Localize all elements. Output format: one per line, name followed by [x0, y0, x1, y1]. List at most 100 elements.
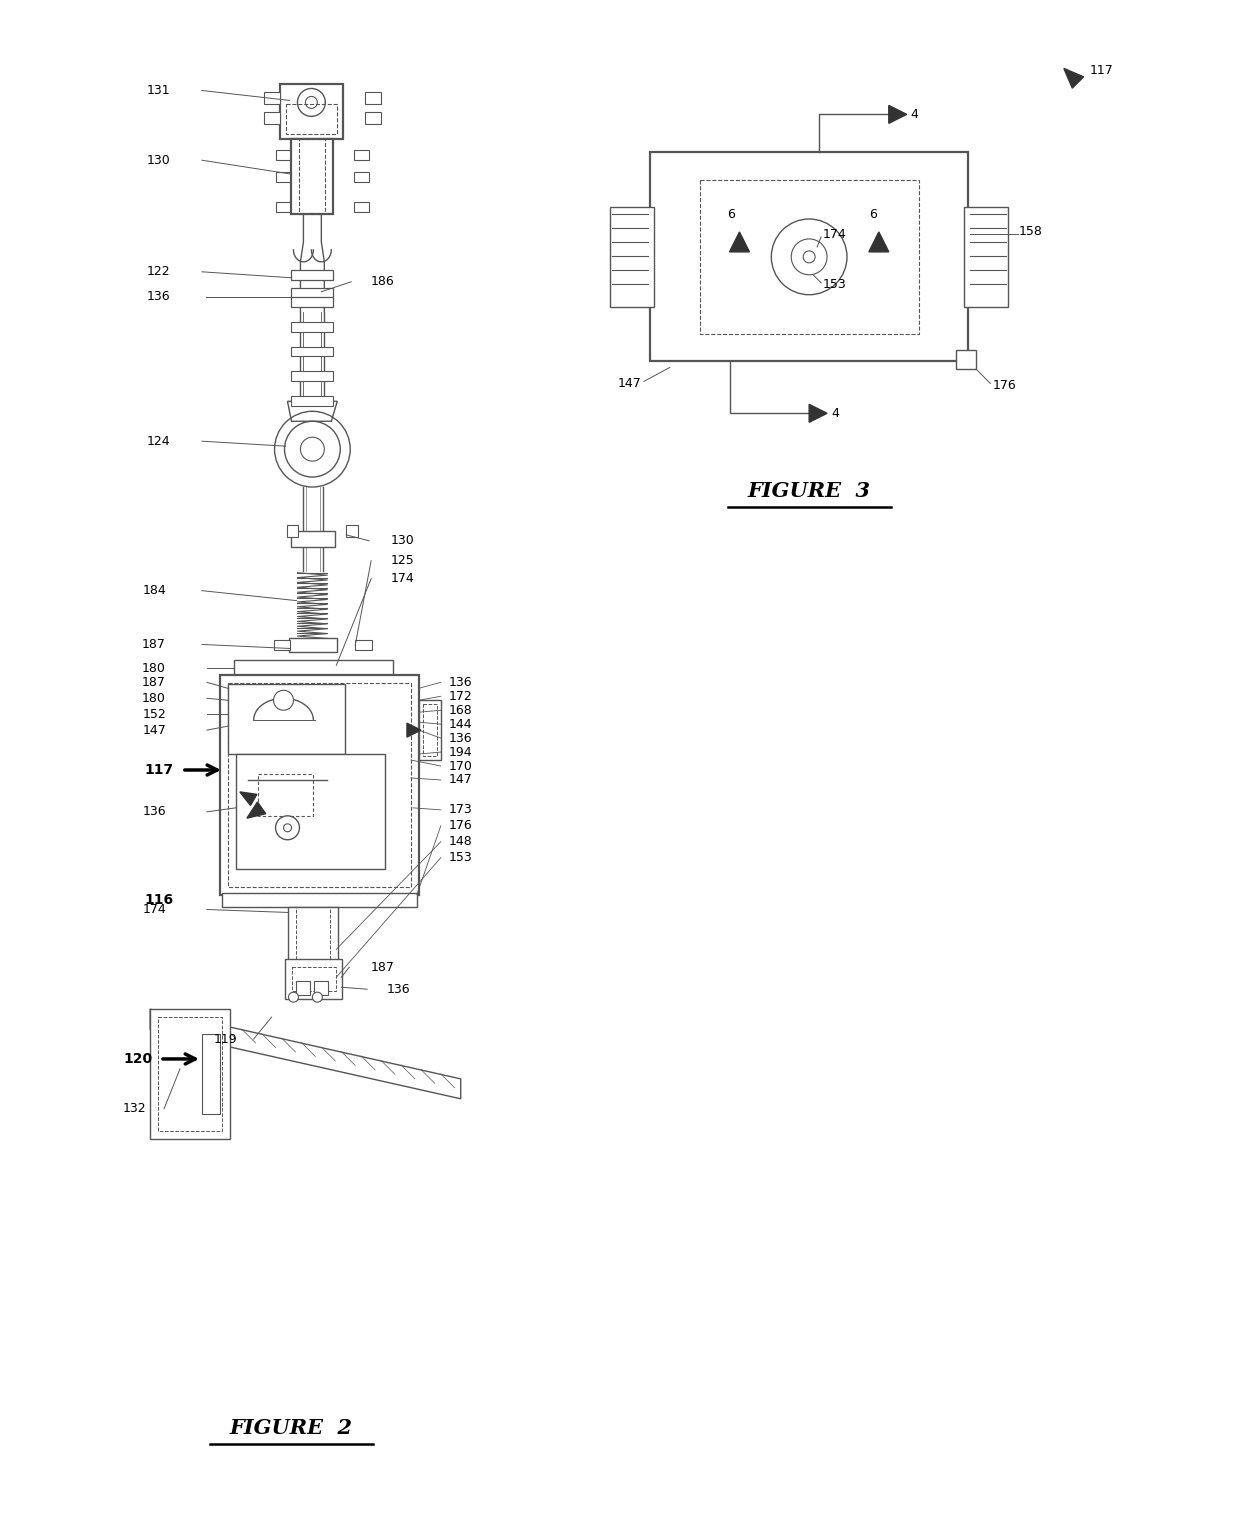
- Bar: [299, 140, 325, 214]
- Text: 147: 147: [619, 377, 642, 389]
- Bar: [365, 112, 381, 125]
- Bar: [291, 346, 334, 357]
- Polygon shape: [288, 402, 337, 422]
- Bar: [236, 754, 386, 868]
- Text: 176: 176: [449, 819, 472, 833]
- Text: 4: 4: [831, 406, 839, 420]
- Circle shape: [300, 437, 325, 462]
- Polygon shape: [150, 1010, 461, 1099]
- Polygon shape: [869, 232, 889, 252]
- Circle shape: [274, 691, 294, 709]
- Text: 187: 187: [143, 676, 166, 689]
- Bar: [233, 660, 393, 676]
- Bar: [279, 85, 343, 140]
- Bar: [150, 1010, 229, 1139]
- Text: 6: 6: [728, 208, 735, 220]
- Text: 136: 136: [449, 676, 472, 689]
- Bar: [286, 525, 299, 537]
- Bar: [423, 705, 436, 756]
- Text: 117: 117: [1090, 65, 1114, 77]
- Text: 168: 168: [449, 703, 472, 717]
- Bar: [355, 172, 370, 182]
- Polygon shape: [239, 793, 257, 805]
- Bar: [355, 640, 372, 651]
- Circle shape: [275, 816, 299, 840]
- Polygon shape: [889, 105, 906, 123]
- Text: 172: 172: [449, 689, 472, 703]
- Circle shape: [284, 422, 340, 477]
- Bar: [355, 202, 370, 212]
- Bar: [293, 968, 336, 991]
- Text: 184: 184: [143, 585, 166, 597]
- Text: 176: 176: [992, 379, 1016, 392]
- Bar: [699, 180, 919, 334]
- Bar: [275, 172, 290, 182]
- Bar: [228, 685, 345, 754]
- Bar: [419, 700, 440, 760]
- Bar: [202, 1034, 219, 1114]
- Text: 180: 180: [143, 691, 166, 705]
- Text: 174: 174: [143, 903, 166, 916]
- Polygon shape: [247, 802, 265, 819]
- Text: 124: 124: [146, 434, 170, 448]
- Bar: [264, 92, 279, 105]
- Bar: [284, 959, 342, 999]
- Text: 119: 119: [215, 1033, 238, 1045]
- Bar: [610, 208, 653, 306]
- Text: 117: 117: [145, 763, 174, 777]
- Text: 158: 158: [1018, 225, 1042, 239]
- Text: 147: 147: [143, 723, 166, 737]
- Text: 120: 120: [123, 1053, 153, 1067]
- Circle shape: [804, 251, 815, 263]
- Text: 147: 147: [449, 774, 472, 786]
- Bar: [258, 774, 314, 816]
- Text: 187: 187: [143, 639, 166, 651]
- Bar: [956, 349, 976, 369]
- Text: FIGURE  2: FIGURE 2: [229, 1417, 353, 1437]
- Bar: [291, 269, 334, 280]
- Bar: [291, 371, 334, 382]
- Text: 116: 116: [145, 893, 174, 906]
- Bar: [291, 531, 335, 546]
- Text: 132: 132: [123, 1102, 146, 1116]
- Bar: [275, 202, 290, 212]
- Text: 122: 122: [146, 265, 170, 279]
- Bar: [285, 105, 337, 134]
- Circle shape: [771, 219, 847, 295]
- Bar: [291, 297, 334, 306]
- Bar: [965, 208, 1008, 306]
- Text: 125: 125: [391, 554, 415, 568]
- Bar: [289, 906, 339, 962]
- Bar: [650, 152, 968, 362]
- Text: 148: 148: [449, 836, 472, 848]
- Text: 144: 144: [449, 717, 472, 731]
- Bar: [291, 140, 334, 214]
- Text: 180: 180: [143, 662, 166, 676]
- Bar: [291, 288, 334, 297]
- Polygon shape: [729, 232, 749, 252]
- Text: 187: 187: [371, 960, 396, 974]
- Bar: [296, 906, 330, 962]
- Circle shape: [298, 88, 325, 117]
- Text: 136: 136: [387, 983, 410, 996]
- Polygon shape: [810, 405, 827, 422]
- Text: 153: 153: [823, 279, 847, 291]
- Polygon shape: [407, 723, 420, 737]
- Bar: [275, 151, 290, 160]
- Text: 173: 173: [449, 803, 472, 816]
- Bar: [274, 640, 290, 651]
- Text: 130: 130: [146, 154, 170, 166]
- Text: 136: 136: [449, 731, 472, 745]
- Text: 131: 131: [146, 85, 170, 97]
- Bar: [157, 1017, 222, 1131]
- Text: 194: 194: [449, 745, 472, 759]
- Text: 136: 136: [146, 291, 170, 303]
- Circle shape: [312, 993, 322, 1002]
- Text: 153: 153: [449, 851, 472, 865]
- Polygon shape: [1064, 68, 1084, 88]
- Text: 186: 186: [371, 275, 394, 288]
- Text: 170: 170: [449, 760, 472, 773]
- Bar: [222, 893, 417, 906]
- Bar: [291, 397, 334, 406]
- Bar: [289, 639, 337, 653]
